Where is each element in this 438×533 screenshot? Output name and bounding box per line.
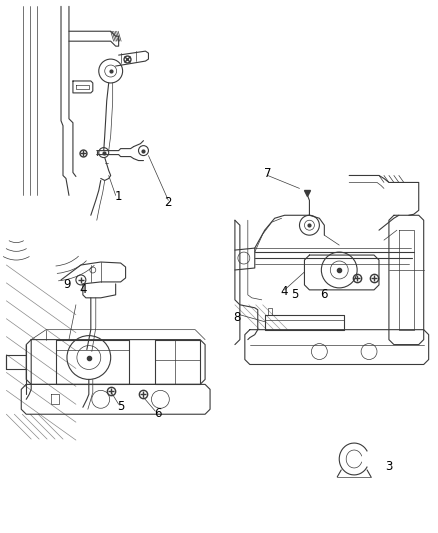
Text: 1: 1	[115, 190, 122, 203]
Text: 6: 6	[320, 288, 327, 301]
Text: 5: 5	[290, 288, 297, 301]
Text: 8: 8	[233, 311, 240, 324]
Text: 4: 4	[79, 284, 86, 296]
Text: 6: 6	[153, 407, 161, 419]
Text: 2: 2	[164, 196, 172, 209]
Text: 9: 9	[63, 278, 71, 292]
Text: 5: 5	[117, 400, 124, 413]
Text: 7: 7	[263, 167, 271, 180]
Text: 4: 4	[280, 285, 288, 298]
Text: 3: 3	[385, 461, 392, 473]
